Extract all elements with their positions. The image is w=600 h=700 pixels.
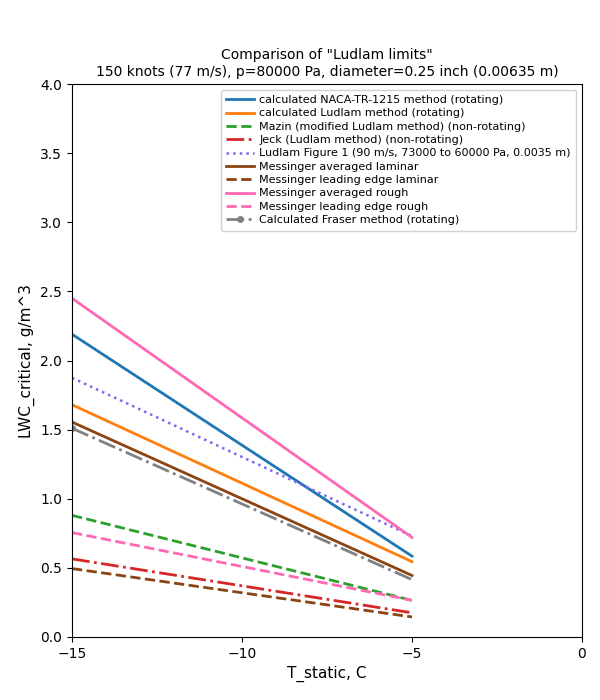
Ludlam Figure 1 (90 m/s, 73000 to 60000 Pa, 0.0035 m) — [82, 380, 89, 389]
Calculated Fraser method (rotating) — [89, 433, 96, 442]
calculated NACA-TR-1215 method (rotating) — [89, 344, 96, 352]
Line: Messinger leading edge laminar: Messinger leading edge laminar — [72, 568, 412, 617]
calculated NACA-TR-1215 method (rotating) — [82, 339, 89, 347]
Line: Calculated Fraser method (rotating): Calculated Fraser method (rotating) — [69, 426, 415, 582]
Messinger leading edge laminar — [409, 612, 416, 621]
Messinger leading edge rough — [82, 531, 89, 540]
Messinger averaged rough — [391, 522, 398, 530]
Messinger averaged laminar — [159, 458, 166, 467]
Messinger averaged rough — [82, 304, 89, 312]
Messinger averaged rough — [409, 533, 416, 542]
Calculated Fraser method (rotating) — [159, 464, 166, 473]
Mazin (modified Ludlam method) (non-rotating) — [89, 517, 96, 525]
Calculated Fraser method (rotating) — [409, 575, 416, 584]
Messinger leading edge laminar — [68, 564, 76, 573]
Jeck (Ludlam method) (non-rotating) — [379, 604, 386, 612]
Messinger averaged rough — [131, 339, 139, 347]
Legend: calculated NACA-TR-1215 method (rotating), calculated Ludlam method (rotating), : calculated NACA-TR-1215 method (rotating… — [221, 90, 577, 231]
Messinger averaged laminar — [68, 418, 76, 426]
Y-axis label: LWC_critical, g/m^3: LWC_critical, g/m^3 — [19, 284, 35, 438]
Messinger leading edge laminar — [82, 566, 89, 575]
calculated Ludlam method (rotating) — [68, 400, 76, 409]
Ludlam Figure 1 (90 m/s, 73000 to 60000 Pa, 0.0035 m) — [89, 383, 96, 391]
Messinger averaged rough — [89, 309, 96, 317]
Calculated Fraser method (rotating) — [391, 568, 398, 576]
Messinger leading edge laminar — [391, 610, 398, 619]
Messinger leading edge rough — [409, 596, 416, 605]
Calculated Fraser method (rotating) — [68, 424, 76, 433]
Messinger averaged laminar — [379, 558, 386, 566]
Messinger leading edge rough — [391, 593, 398, 601]
calculated NACA-TR-1215 method (rotating) — [159, 389, 166, 398]
Mazin (modified Ludlam method) (non-rotating) — [379, 589, 386, 597]
Jeck (Ludlam method) (non-rotating) — [131, 565, 139, 573]
Calculated Fraser method (rotating) — [82, 430, 89, 438]
Ludlam Figure 1 (90 m/s, 73000 to 60000 Pa, 0.0035 m) — [409, 532, 416, 540]
Messinger leading edge laminar — [379, 608, 386, 617]
Messinger averaged rough — [379, 513, 386, 522]
Messinger leading edge rough — [131, 541, 139, 550]
Messinger averaged laminar — [89, 427, 96, 435]
calculated Ludlam method (rotating) — [159, 442, 166, 451]
calculated NACA-TR-1215 method (rotating) — [391, 541, 398, 550]
calculated NACA-TR-1215 method (rotating) — [131, 371, 139, 379]
Ludlam Figure 1 (90 m/s, 73000 to 60000 Pa, 0.0035 m) — [131, 403, 139, 412]
Line: Mazin (modified Ludlam method) (non-rotating): Mazin (modified Ludlam method) (non-rota… — [72, 515, 412, 601]
Messinger leading edge rough — [89, 533, 96, 541]
calculated Ludlam method (rotating) — [82, 407, 89, 415]
Calculated Fraser method (rotating) — [379, 563, 386, 571]
Line: Messinger leading edge rough: Messinger leading edge rough — [72, 533, 412, 601]
Jeck (Ludlam method) (non-rotating) — [391, 606, 398, 615]
Messinger averaged laminar — [391, 564, 398, 572]
calculated Ludlam method (rotating) — [89, 410, 96, 419]
Jeck (Ludlam method) (non-rotating) — [159, 569, 166, 577]
Jeck (Ludlam method) (non-rotating) — [89, 558, 96, 566]
calculated NACA-TR-1215 method (rotating) — [68, 330, 76, 338]
Messinger leading edge rough — [379, 590, 386, 598]
Ludlam Figure 1 (90 m/s, 73000 to 60000 Pa, 0.0035 m) — [159, 416, 166, 424]
Ludlam Figure 1 (90 m/s, 73000 to 60000 Pa, 0.0035 m) — [391, 524, 398, 532]
Mazin (modified Ludlam method) (non-rotating) — [68, 511, 76, 519]
Messinger averaged laminar — [131, 447, 139, 455]
Ludlam Figure 1 (90 m/s, 73000 to 60000 Pa, 0.0035 m) — [68, 374, 76, 382]
Line: calculated NACA-TR-1215 method (rotating): calculated NACA-TR-1215 method (rotating… — [72, 334, 412, 556]
Line: Messinger averaged rough: Messinger averaged rough — [72, 298, 412, 538]
Line: Messinger averaged laminar: Messinger averaged laminar — [72, 422, 412, 575]
Mazin (modified Ludlam method) (non-rotating) — [409, 596, 416, 605]
Messinger leading edge laminar — [131, 573, 139, 582]
Ludlam Figure 1 (90 m/s, 73000 to 60000 Pa, 0.0035 m) — [379, 519, 386, 527]
Line: Ludlam Figure 1 (90 m/s, 73000 to 60000 Pa, 0.0035 m): Ludlam Figure 1 (90 m/s, 73000 to 60000 … — [72, 378, 412, 536]
Messinger leading edge laminar — [159, 578, 166, 586]
Line: calculated Ludlam method (rotating): calculated Ludlam method (rotating) — [72, 405, 412, 561]
Calculated Fraser method (rotating) — [131, 452, 139, 461]
Jeck (Ludlam method) (non-rotating) — [82, 557, 89, 566]
Messinger leading edge rough — [68, 528, 76, 537]
Mazin (modified Ludlam method) (non-rotating) — [391, 592, 398, 601]
calculated Ludlam method (rotating) — [131, 430, 139, 438]
calculated Ludlam method (rotating) — [409, 557, 416, 566]
Messinger leading edge laminar — [89, 567, 96, 575]
X-axis label: T_static, C: T_static, C — [287, 666, 367, 682]
Messinger averaged rough — [68, 294, 76, 302]
Jeck (Ludlam method) (non-rotating) — [68, 554, 76, 563]
Jeck (Ludlam method) (non-rotating) — [409, 608, 416, 617]
Line: Jeck (Ludlam method) (non-rotating): Jeck (Ludlam method) (non-rotating) — [72, 559, 412, 612]
calculated NACA-TR-1215 method (rotating) — [409, 552, 416, 560]
Mazin (modified Ludlam method) (non-rotating) — [82, 514, 89, 523]
Messinger averaged laminar — [82, 424, 89, 433]
calculated NACA-TR-1215 method (rotating) — [379, 533, 386, 541]
Messinger averaged rough — [159, 358, 166, 366]
Title: Comparison of "Ludlam limits"
150 knots (77 m/s), p=80000 Pa, diameter=0.25 inch: Comparison of "Ludlam limits" 150 knots … — [95, 48, 559, 78]
Messinger averaged laminar — [409, 571, 416, 580]
calculated Ludlam method (rotating) — [379, 544, 386, 552]
calculated Ludlam method (rotating) — [391, 550, 398, 558]
Mazin (modified Ludlam method) (non-rotating) — [131, 527, 139, 536]
Messinger leading edge rough — [159, 547, 166, 555]
Mazin (modified Ludlam method) (non-rotating) — [159, 534, 166, 542]
